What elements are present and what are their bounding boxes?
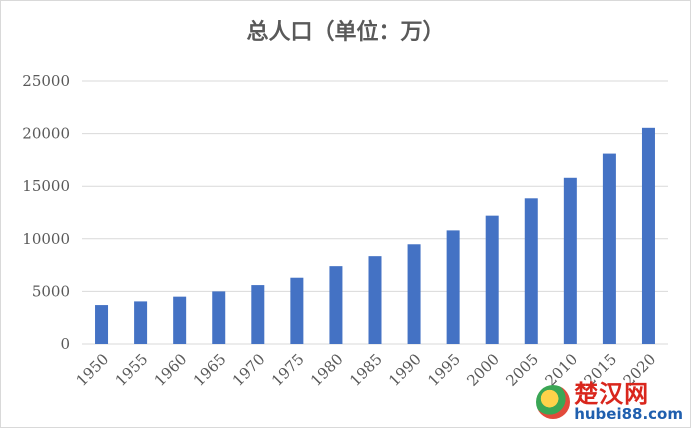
bar-2015 (602, 153, 616, 344)
bar-1970 (251, 285, 265, 344)
bar-1980 (329, 266, 343, 344)
y-tick-label: 15000 (22, 177, 70, 195)
watermark: 楚汉网 hubei88.com (536, 382, 683, 422)
x-tick-label: 1950 (73, 350, 113, 390)
bar-1965 (212, 291, 226, 344)
bar-1955 (134, 301, 148, 344)
bar-2005 (524, 198, 538, 344)
bar-1985 (368, 256, 382, 344)
x-tick-label: 1955 (112, 350, 152, 390)
y-tick-label: 0 (60, 335, 70, 353)
y-tick-label: 5000 (32, 282, 70, 300)
bar-1960 (173, 296, 187, 344)
x-tick-label: 1995 (424, 350, 464, 390)
x-tick-label: 1990 (385, 350, 425, 390)
y-tick-label: 20000 (22, 125, 70, 143)
x-tick-label: 1970 (229, 350, 269, 390)
y-tick-label: 25000 (22, 72, 70, 90)
chart-title: 总人口（单位：万） (246, 20, 445, 45)
bar-2020 (641, 127, 655, 345)
bar-2010 (563, 177, 577, 344)
x-tick-label: 1965 (190, 350, 230, 390)
bar-1975 (290, 277, 304, 344)
bar-1990 (407, 244, 421, 344)
x-tick-label: 1980 (307, 350, 347, 390)
x-tick-label: 1985 (346, 350, 386, 390)
watermark-title: 楚汉网 (574, 380, 650, 408)
x-tick-label: 1960 (151, 350, 191, 390)
y-tick-label: 10000 (22, 230, 70, 248)
x-tick-label: 1975 (268, 350, 308, 390)
bar-2000 (485, 215, 499, 344)
bar-1995 (446, 230, 460, 344)
bar-1950 (95, 305, 109, 344)
x-tick-label: 2000 (463, 350, 503, 390)
watermark-url: hubei88.com (574, 405, 683, 423)
globe-logo-icon (536, 385, 571, 419)
